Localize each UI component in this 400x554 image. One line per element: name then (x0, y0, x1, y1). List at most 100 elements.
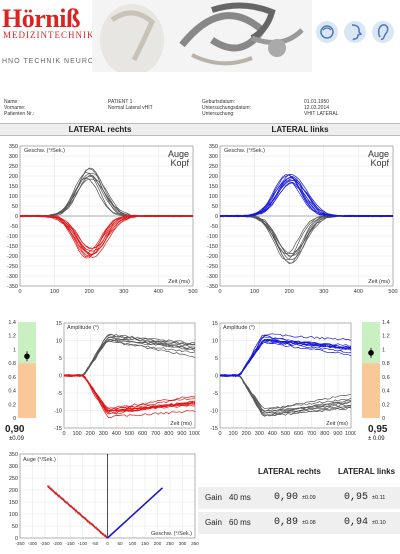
y-axis-label: Geschw. (°/Sek.) (224, 148, 265, 154)
y-tick-label: 50 (12, 204, 18, 210)
y-tick-label: 0 (15, 536, 18, 542)
y-tick-label: 250 (9, 164, 18, 170)
x-tick-label: 200 (86, 431, 95, 437)
section-title-left: LATERAL links (200, 123, 400, 136)
x-tick-label: 400 (112, 431, 121, 437)
y-tick-label: -250 (7, 264, 18, 270)
gain-tick-label: 1.2 (382, 334, 390, 340)
y-tick-label: -300 (7, 274, 18, 280)
gain-tick-label: 0.2 (8, 402, 16, 408)
gain-bar-left: 1.4 1.2 1 0.8 0.6 0.4 0.2 0 (362, 320, 390, 422)
x-tick-label: 200 (285, 289, 294, 295)
x-tick-label: -250 (40, 541, 50, 546)
row-right-sd: ±0.08 (302, 520, 316, 526)
section-title-right: LATERAL rechts (0, 123, 200, 136)
untersuchung-label: Untersuchung: (202, 111, 235, 117)
x-axis-label: Zeit (ms) (168, 279, 190, 285)
y-tick-label: 15 (212, 321, 218, 327)
x-tick-label: -100 (78, 541, 88, 546)
y-tick-label: 200 (9, 488, 18, 494)
x-tick-label: -300 (28, 541, 38, 546)
x-tick-label: 350 (191, 541, 199, 546)
gain-tick-label: 1 (382, 347, 385, 353)
gain-tick-label: 0.8 (8, 361, 16, 367)
x-tick-label: 700 (307, 431, 316, 437)
y-tick-label: -5 (57, 391, 62, 397)
x-tick-label: 100 (229, 431, 238, 437)
x-tick-label: 700 (151, 431, 160, 437)
x-tick-label: 300 (179, 541, 187, 546)
eye-trace (219, 341, 352, 377)
x-tick-label: 150 (141, 541, 149, 546)
x-tick-label: 400 (354, 289, 363, 295)
eye-trace (219, 178, 394, 218)
x-tick-label: -200 (53, 541, 63, 546)
table-header-right: LATERAL rechts (258, 467, 321, 476)
y-tick-label: 300 (9, 464, 18, 470)
eye-trace (19, 214, 193, 258)
y-tick-label: -250 (207, 264, 218, 270)
untersuchung-value: VHIT LATERAL (304, 111, 339, 117)
table-row: Gain 40 ms 0,90 ±0.09 0,95 ±0.11 (198, 487, 400, 509)
eye-trace (19, 214, 194, 249)
eye-trace (219, 174, 394, 218)
gain-normal-zone (18, 322, 36, 364)
gain-tick-label: 0.2 (382, 402, 390, 408)
x-tick-label: 500 (281, 431, 290, 437)
x-tick-label: 300 (119, 289, 128, 295)
legend-head: Kopf (170, 158, 189, 168)
eye-trace (219, 182, 394, 218)
gain-sd-left: ± 0.09 (368, 436, 385, 442)
x-axis-label: Zeit (ms) (170, 421, 192, 427)
gain-abnormal-zone (18, 363, 36, 418)
y-tick-label: 300 (9, 154, 18, 160)
y-tick-label: 50 (212, 204, 218, 210)
x-tick-label: -150 (65, 541, 75, 546)
brand-tagline: HNO TECHNIK NEUROOTOMETRIE (2, 58, 145, 65)
y-tick-label: 0 (215, 374, 218, 380)
y-tick-label: 250 (209, 164, 218, 170)
x-tick-label: 250 (166, 541, 174, 546)
brand-logo: Hörniß (2, 4, 80, 33)
eye-trace (219, 174, 394, 217)
x-tick-label: 0 (62, 431, 65, 437)
unt-value: 12.03.2014 (304, 105, 330, 111)
y-tick-label: 15 (56, 321, 62, 327)
gain-normal-zone (362, 322, 380, 364)
y-tick-label: -200 (207, 254, 218, 260)
x-axis-label: Zeit (ms) (326, 421, 348, 427)
x-tick-label: 600 (138, 431, 147, 437)
y-tick-label: 5 (59, 356, 62, 362)
y-tick-label: -5 (213, 391, 218, 397)
legend-eye: Auge (368, 149, 389, 159)
name-value: PATIENT 1 (108, 99, 133, 105)
y-tick-label: -50 (10, 224, 18, 230)
x-tick-label: -50 (92, 541, 99, 546)
head-profile-icon (344, 21, 366, 43)
eye-trace (63, 374, 196, 410)
y-tick-label: 350 (9, 452, 18, 458)
inner-ear-illustration (92, 0, 312, 72)
x-tick-label: 50 (117, 541, 123, 546)
gain-tick-label: 1.2 (8, 334, 16, 340)
x-tick-label: 0 (106, 541, 109, 546)
gain-tick-label: 0.6 (382, 375, 390, 381)
x-tick-label: 500 (388, 289, 397, 295)
y-tick-label: -10 (54, 409, 62, 415)
y-tick-label: 200 (209, 174, 218, 180)
regression-line-left (106, 487, 164, 539)
y-tick-label: -15 (54, 426, 62, 432)
y-tick-label: -350 (207, 284, 218, 290)
y-tick-label: 200 (9, 174, 18, 180)
geb-label: Geburtsdatum: (202, 99, 236, 105)
y-axis-label: Amplitude (°) (67, 325, 99, 331)
vorname-label: Vorname: (4, 105, 26, 111)
y-tick-label: 5 (215, 356, 218, 362)
gain-value-right: 0,90 (5, 424, 25, 435)
table-row: Gain 60 ms 0,89 ±0.08 0,94 ±0.10 (198, 512, 400, 534)
row-left-value: 0,94 (344, 517, 369, 528)
regression-line-right (46, 485, 109, 539)
